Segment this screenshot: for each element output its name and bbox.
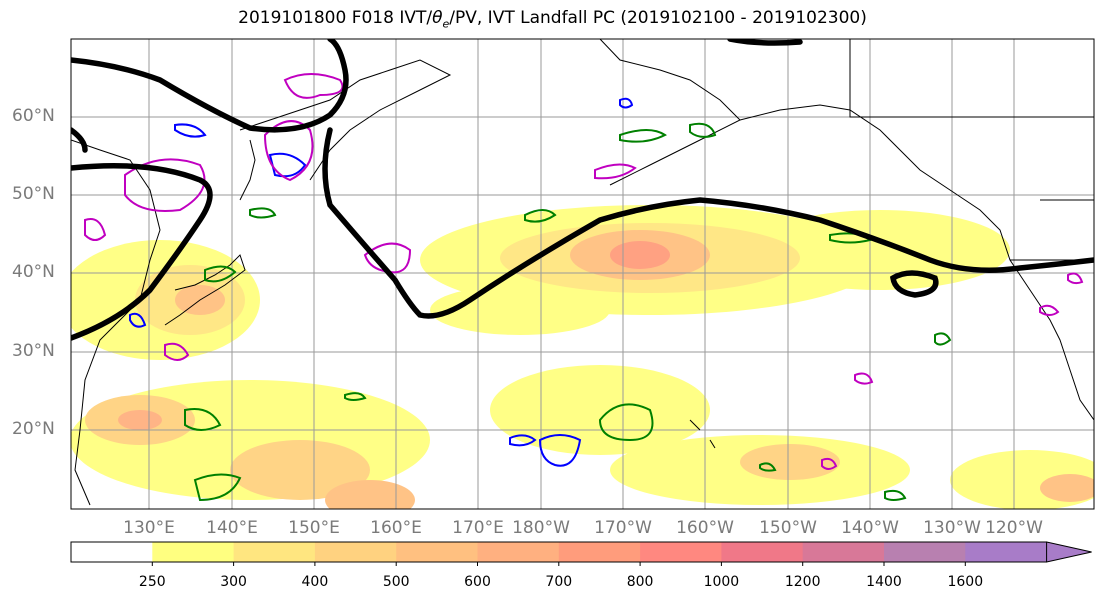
lon-label: 180°W (512, 518, 570, 538)
theta-e-neg-contours (129, 97, 634, 467)
lat-label: 40°N (12, 262, 55, 282)
colorbar-tick-label: 1200 (784, 574, 821, 590)
lon-label: 160°W (676, 518, 734, 538)
map-panel (71, 39, 1094, 509)
lon-label: 140°W (841, 518, 899, 538)
pv-contours (84, 73, 1084, 470)
colorbar-tick-label: 500 (382, 574, 410, 590)
colorbar-extend-arrow (1046, 541, 1092, 563)
colorbar-segment (802, 542, 885, 562)
colorbar-tick-label: 400 (301, 574, 329, 590)
lon-label: 150°W (759, 518, 817, 538)
chart-title: 2019101800 F018 IVT/θe/PV, IVT Landfall … (238, 8, 867, 31)
lon-label: 130°W (923, 518, 981, 538)
ivt-landfall-contour (71, 39, 1094, 341)
lon-label: 120°W (985, 518, 1043, 538)
lat-label: 30°N (12, 341, 55, 361)
colorbar-segment (965, 542, 1048, 562)
colorbar-segment (396, 542, 478, 562)
lon-label: 130°E (123, 518, 175, 538)
colorbar-tick-label: 1400 (866, 574, 902, 590)
lon-label: 150°E (288, 518, 340, 538)
colorbar-segment (71, 542, 153, 562)
colorbar-segment (477, 542, 560, 562)
colorbar-segment (640, 542, 722, 562)
colorbar-segment (558, 542, 641, 562)
colorbar-segment (152, 542, 235, 562)
map-frame (70, 38, 1095, 510)
colorbar-tick-label: 250 (138, 574, 166, 590)
colorbar-segment (314, 542, 397, 562)
colorbar-segment (721, 542, 804, 562)
ivt-shading (71, 205, 1094, 509)
colorbar-tick-label: 800 (626, 574, 654, 590)
lat-label: 60°N (12, 106, 55, 126)
colorbar-tick-label: 1600 (947, 574, 984, 590)
lat-label: 50°N (12, 184, 55, 204)
colorbar (70, 541, 1092, 566)
colorbar-segment (884, 542, 966, 562)
colorbar-segment (233, 542, 316, 562)
lon-label: 170°E (452, 518, 504, 538)
lon-label: 170°W (594, 518, 652, 538)
lon-label: 140°E (206, 518, 258, 538)
colorbar-tick-label: 700 (545, 574, 573, 590)
lon-label: 160°E (370, 518, 422, 538)
colorbar-tick-label: 300 (220, 574, 247, 590)
colorbar-tick-label: 1000 (703, 574, 740, 590)
colorbar-tick-label: 600 (464, 574, 491, 590)
lat-label: 20°N (12, 419, 55, 439)
